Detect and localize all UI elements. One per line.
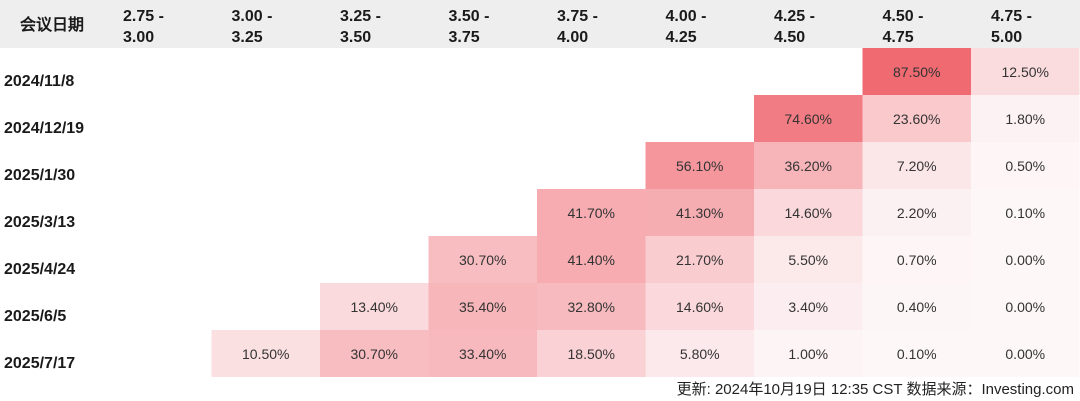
cell-value: 0.00% — [1005, 252, 1045, 268]
heatmap-cell — [320, 330, 429, 377]
cell-value: 41.40% — [568, 252, 615, 268]
heatmap-cell — [645, 283, 754, 330]
header-band — [0, 0, 1080, 48]
heatmap-cell — [971, 330, 1080, 377]
column-header: 3.25 — [232, 29, 263, 46]
cell-value: 12.50% — [1002, 64, 1049, 80]
cell-value: 30.70% — [459, 252, 506, 268]
column-header: 3.75 - — [557, 8, 598, 25]
cell-value: 0.40% — [897, 299, 937, 315]
heatmap-cell — [537, 189, 646, 236]
cell-value: 5.50% — [788, 252, 828, 268]
cell-value: 5.80% — [680, 346, 720, 362]
cell-value: 0.70% — [897, 252, 937, 268]
heatmap-cell — [754, 95, 863, 142]
heatmap-cell — [862, 283, 971, 330]
footer-note: 更新: 2024年10月19日 12:35 CST 数据来源：Investing… — [676, 381, 1074, 398]
heatmap-cell — [428, 283, 537, 330]
cell-value: 35.40% — [459, 299, 506, 315]
row-label: 2024/11/8 — [4, 73, 74, 90]
heatmap-cell — [754, 283, 863, 330]
heatmap-cell — [645, 236, 754, 283]
column-header: 4.00 - — [666, 8, 707, 25]
heatmap-cell — [971, 142, 1080, 189]
column-header: 4.50 — [774, 29, 805, 46]
heatmap-cell — [862, 142, 971, 189]
heatmap-cell — [862, 95, 971, 142]
cell-value: 0.10% — [1005, 205, 1045, 221]
heatmap-cell — [211, 330, 320, 377]
heatmap-cell — [537, 236, 646, 283]
column-header: 2.75 - — [123, 8, 164, 25]
cell-value: 74.60% — [785, 111, 832, 127]
heatmap-cell — [645, 189, 754, 236]
heatmap-cell — [971, 48, 1080, 95]
cell-value: 7.20% — [897, 158, 937, 174]
cell-value: 21.70% — [676, 252, 723, 268]
cell-value: 0.00% — [1005, 299, 1045, 315]
cell-value: 41.70% — [568, 205, 615, 221]
cell-value: 36.20% — [785, 158, 832, 174]
row-label: 2024/12/19 — [4, 120, 84, 137]
heatmap-cell — [862, 189, 971, 236]
column-header: 4.25 — [666, 29, 697, 46]
heatmap-cell — [537, 283, 646, 330]
heatmap-cell — [862, 330, 971, 377]
cell-value: 30.70% — [351, 346, 398, 362]
heatmap-cell — [645, 330, 754, 377]
cell-value: 56.10% — [676, 158, 723, 174]
heatmap-cell — [971, 95, 1080, 142]
heatmap-cell — [754, 236, 863, 283]
corner-label: 会议日期 — [20, 15, 84, 34]
column-header: 4.75 — [883, 29, 914, 46]
probability-heatmap: 会议日期 2.75 - 3.00 3.00 - 3.25 3.25 - 3.50 3.50 -… — [0, 0, 1080, 377]
cell-value: 10.50% — [242, 346, 289, 362]
column-header: 3.25 - — [340, 8, 381, 25]
row-label: 2025/4/24 — [4, 261, 75, 278]
column-header: 4.25 - — [774, 8, 815, 25]
cell-value: 14.60% — [785, 205, 832, 221]
heatmap-cell — [754, 189, 863, 236]
cell-value: 18.50% — [568, 346, 615, 362]
heatmap-cell — [971, 189, 1080, 236]
column-header: 3.50 — [340, 29, 371, 46]
column-header: 3.00 - — [232, 8, 273, 25]
row-label: 2025/3/13 — [4, 214, 75, 231]
heatmap-cell — [862, 236, 971, 283]
row-label: 2025/7/17 — [4, 355, 75, 372]
cell-value: 0.50% — [1005, 158, 1045, 174]
cell-value: 14.60% — [676, 299, 723, 315]
cell-value: 32.80% — [568, 299, 615, 315]
heatmap-cell — [754, 330, 863, 377]
heatmap-cell — [971, 283, 1080, 330]
cell-value: 1.80% — [1005, 111, 1045, 127]
heatmap-cell — [862, 48, 971, 95]
cell-value: 33.40% — [459, 346, 506, 362]
column-header: 3.50 - — [449, 8, 490, 25]
heatmap-cell — [320, 283, 429, 330]
cell-value: 3.40% — [788, 299, 828, 315]
column-header: 4.00 — [557, 29, 588, 46]
cell-value: 0.10% — [897, 346, 937, 362]
heatmap-cell — [971, 236, 1080, 283]
heatmap-cell — [537, 330, 646, 377]
heatmap-cell — [754, 142, 863, 189]
heatmap-cell — [645, 142, 754, 189]
cell-value: 41.30% — [676, 205, 723, 221]
heatmap-cell — [428, 330, 537, 377]
row-label: 2025/1/30 — [4, 167, 75, 184]
row-label: 2025/6/5 — [4, 308, 66, 325]
column-header: 3.75 — [449, 29, 480, 46]
cell-value: 2.20% — [897, 205, 937, 221]
heatmap-cell — [428, 236, 537, 283]
cell-value: 13.40% — [351, 299, 398, 315]
cell-value: 1.00% — [788, 346, 828, 362]
column-header: 4.50 - — [883, 8, 924, 25]
cell-value: 87.50% — [893, 64, 940, 80]
column-header: 3.00 — [123, 29, 154, 46]
cell-value: 23.60% — [893, 111, 940, 127]
column-header: 4.75 - — [991, 8, 1032, 25]
column-header: 5.00 — [991, 29, 1022, 46]
cell-value: 0.00% — [1005, 346, 1045, 362]
